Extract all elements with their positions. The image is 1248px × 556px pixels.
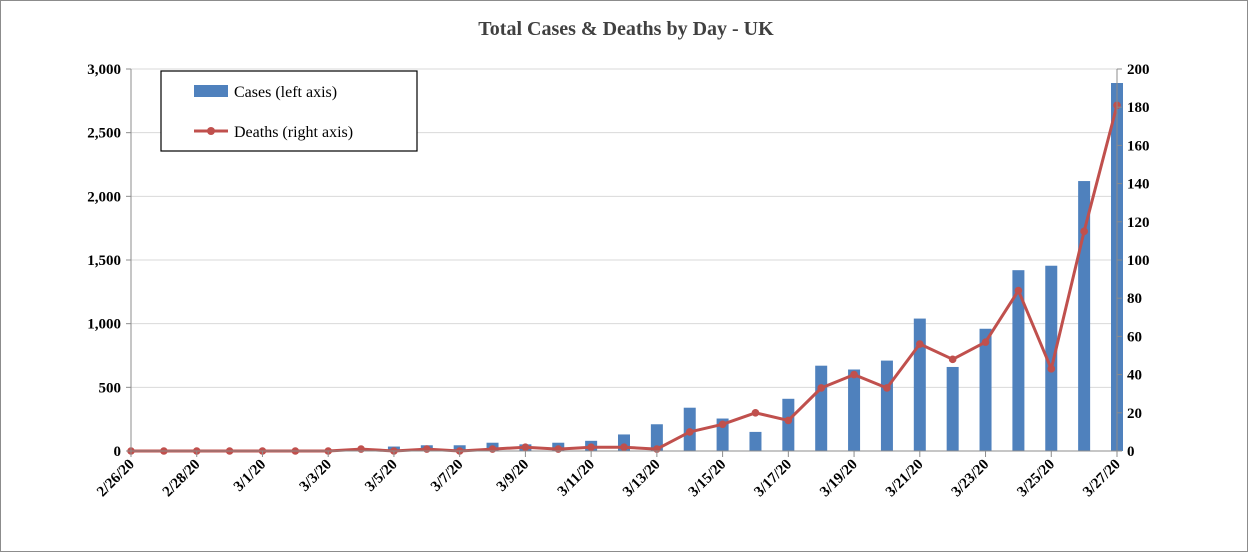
point-deaths-3/24/20 [1014,286,1023,295]
x-tick-label: 3/1/20 [231,457,269,495]
legend-box [160,70,418,152]
point-deaths-3/23/20 [981,338,990,346]
left-tick-label: 3,000 [87,62,121,78]
point-deaths-3/8/20 [488,445,497,453]
bar-cases-3/26/20 [1078,181,1091,451]
point-deaths-3/6/20 [423,445,431,453]
point-deaths-3/17/20 [784,416,793,425]
x-tick-label: 3/5/20 [362,457,400,495]
right-tick-label: 180 [1127,100,1150,116]
point-deaths-3/15/20 [718,420,727,429]
right-tick-label: 20 [1127,406,1142,422]
point-deaths-3/20/20 [883,384,891,392]
bar-cases-3/24/20 [1012,270,1025,451]
point-deaths-3/10/20 [554,445,563,453]
bar-cases-3/17/20 [782,398,795,451]
x-tick-label: 3/11/20 [555,457,598,500]
point-deaths-3/4/20 [357,445,365,453]
x-tick-label: 3/3/20 [297,457,335,495]
x-tick-label: 2/26/20 [94,457,138,501]
bar-cases-3/22/20 [946,366,959,451]
bar-cases-3/21/20 [913,318,926,451]
right-tick-label: 100 [1127,253,1150,269]
point-deaths-3/16/20 [751,409,760,417]
right-tick-label: 80 [1127,291,1142,307]
bar-cases-3/16/20 [749,431,762,451]
point-deaths-3/25/20 [1047,365,1056,373]
right-tick-label: 160 [1127,138,1150,154]
bar-cases-3/25/20 [1045,265,1058,451]
left-tick-label: 2,000 [87,189,121,205]
right-tick-label: 0 [1127,444,1135,460]
bar-cases-3/15/20 [716,418,729,451]
chart-title: Total Cases & Deaths by Day - UK [478,18,774,40]
point-deaths-3/21/20 [916,340,924,348]
bar-cases-3/20/20 [880,360,893,451]
point-deaths-3/14/20 [685,428,694,436]
x-tick-label: 2/28/20 [160,457,204,501]
x-tick-label: 3/21/20 [883,457,927,501]
point-deaths-3/22/20 [948,355,957,364]
right-tick-label: 120 [1127,215,1150,231]
legend-cases-label: Cases (left axis) [234,84,337,101]
right-tick-label: 200 [1127,62,1150,78]
legend-deaths-marker [207,127,215,135]
bar-cases-3/18/20 [815,365,828,451]
point-deaths-3/9/20 [521,443,530,451]
legend-deaths-label: Deaths (right axis) [234,124,353,141]
x-tick-label: 3/7/20 [428,457,466,495]
x-tick-label: 3/13/20 [620,457,664,501]
bar-cases-3/13/20 [650,424,663,451]
bar-cases-3/19/20 [848,369,861,451]
left-tick-label: 0 [114,444,122,460]
legend-cases-swatch [194,85,228,97]
right-tick-label: 60 [1127,329,1142,345]
deaths-polyline [131,104,1119,453]
right-tick-label: 40 [1127,368,1142,384]
axes [126,68,1122,457]
point-deaths-3/19/20 [850,370,858,379]
point-deaths-3/18/20 [817,384,825,392]
x-tick-label: 3/9/20 [494,457,532,495]
left-tick-label: 1,000 [87,317,121,333]
left-tick-label: 1,500 [87,253,121,269]
point-deaths-3/11/20 [587,443,595,451]
deaths-line [127,101,1121,455]
x-tick-label: 3/19/20 [817,457,861,501]
x-tick-label: 3/23/20 [949,457,993,501]
x-tick-label: 3/27/20 [1080,457,1124,501]
bar-cases-3/23/20 [979,328,992,451]
left-tick-label: 500 [99,380,122,396]
x-tick-label: 3/15/20 [686,457,730,501]
point-deaths-3/12/20 [620,443,628,451]
right-tick-label: 140 [1127,177,1150,193]
x-tick-label: 3/17/20 [751,457,795,501]
point-deaths-3/26/20 [1080,227,1088,236]
x-tick-label: 3/25/20 [1014,457,1058,501]
cases-bars [387,83,1123,452]
left-tick-label: 2,500 [87,126,121,142]
legend: Cases (left axis) Deaths (right axis) [160,70,418,152]
